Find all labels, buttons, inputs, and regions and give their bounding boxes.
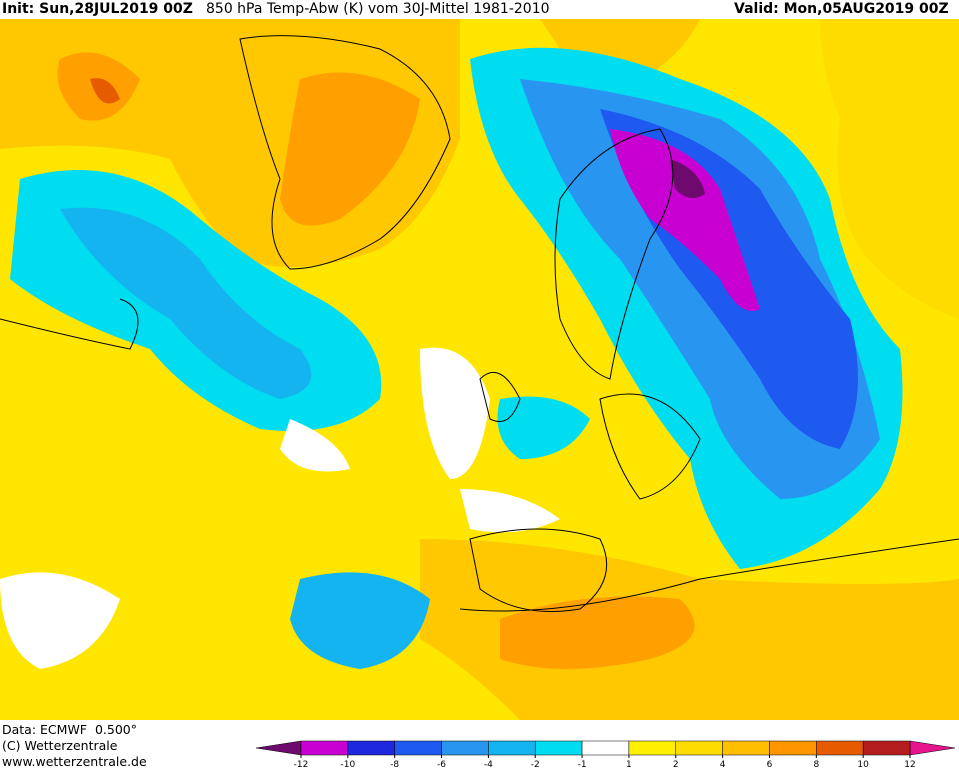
colorbar-segment — [628, 740, 677, 756]
colorbar-segment — [675, 740, 723, 756]
colorbar-label: 1 — [626, 760, 632, 770]
colorbar-label: 2 — [673, 760, 679, 770]
colorbar-segment — [581, 740, 630, 756]
colorbar-label: 10 — [857, 760, 869, 770]
colorbar-segment — [534, 740, 583, 756]
colorbar-label: 4 — [720, 760, 726, 770]
cold-anomalies — [10, 47, 903, 669]
init-time: Init: Sun,28JUL2019 00Z — [2, 1, 193, 17]
data-source: Data: ECMWF 0.500° — [2, 722, 137, 737]
colorbar-segment — [488, 740, 536, 756]
coastlines — [0, 35, 959, 612]
neutral-areas — [0, 347, 560, 669]
colorbar-label: 6 — [767, 760, 773, 770]
colorbar: -12 -10 -8 -6 -4 -2 -1 1 2 4 6 8 10 12 — [255, 740, 956, 770]
colorbar-segment — [816, 740, 864, 756]
colorbar-label: -6 — [437, 760, 446, 770]
copyright: (C) Wetterzentrale — [2, 738, 118, 753]
colorbar-segment — [300, 740, 349, 756]
warm-anomalies — [0, 19, 959, 720]
colorbar-segment — [769, 740, 817, 756]
colorbar-label: 8 — [813, 760, 819, 770]
colorbar-segment — [722, 740, 770, 756]
colorbar-label: -12 — [294, 760, 309, 770]
colorbar-segment — [862, 740, 911, 756]
map-title: 850 hPa Temp-Abw (K) vom 30J-Mittel 1981… — [206, 1, 550, 17]
colorbar-label: -10 — [340, 760, 355, 770]
colorbar-segment — [347, 740, 395, 756]
map — [0, 19, 959, 720]
colorbar-label: -4 — [484, 760, 493, 770]
colorbar-above — [909, 740, 956, 756]
colorbar-label: -2 — [531, 760, 540, 770]
colorbar-below — [255, 740, 302, 756]
colorbar-segment — [441, 740, 489, 756]
colorbar-label: -1 — [578, 760, 587, 770]
colorbar-label: 12 — [904, 760, 915, 770]
colorbar-segment — [394, 740, 442, 756]
website: www.wetterzentrale.de — [2, 754, 147, 769]
colorbar-label: -8 — [390, 760, 399, 770]
valid-time: Valid: Mon,05AUG2019 00Z — [734, 1, 949, 17]
